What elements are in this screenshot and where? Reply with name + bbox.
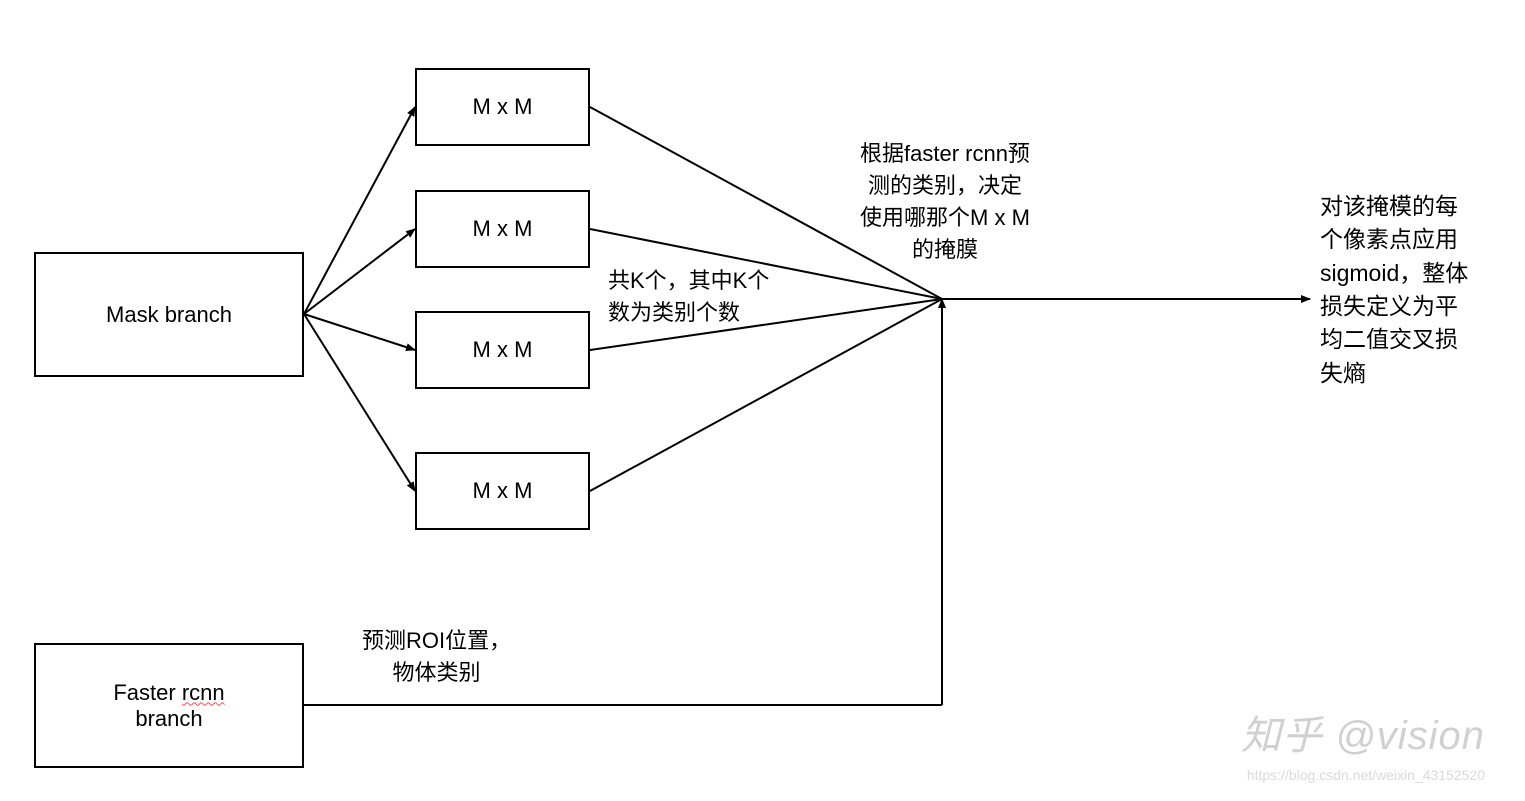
mxm-box-1: M x M (415, 68, 590, 146)
mask-branch-label: Mask branch (106, 302, 232, 328)
mxm-label: M x M (473, 337, 533, 363)
edge (304, 107, 415, 314)
mask-branch-box: Mask branch (34, 252, 304, 377)
mxm-box-4: M x M (415, 452, 590, 530)
faster-note: 预测ROI位置， 物体类别 (362, 625, 511, 689)
watermark-sub: https://blog.csdn.net/weixin_43152520 (1247, 767, 1485, 783)
edge (304, 229, 415, 314)
mxm-label: M x M (473, 478, 533, 504)
mxm-box-2: M x M (415, 190, 590, 268)
faster-rcnn-box: Faster rcnn branch (34, 643, 304, 768)
mxm-label: M x M (473, 94, 533, 120)
faster-rcnn-label: Faster rcnn branch (113, 680, 224, 732)
mxm-box-3: M x M (415, 311, 590, 389)
mxm-label: M x M (473, 216, 533, 242)
sigmoid-note: 对该掩模的每 个像素点应用 sigmoid，整体 损失定义为平 均二值交叉损 失… (1320, 190, 1468, 390)
watermark-main: 知乎 @vision (1241, 703, 1485, 761)
decision-note: 根据faster rcnn预 测的类别，决定 使用哪那个M x M 的掩膜 (860, 138, 1030, 266)
edge (304, 314, 415, 491)
k-note: 共K个，其中K个 数为类别个数 (608, 265, 769, 329)
edge (304, 314, 415, 350)
